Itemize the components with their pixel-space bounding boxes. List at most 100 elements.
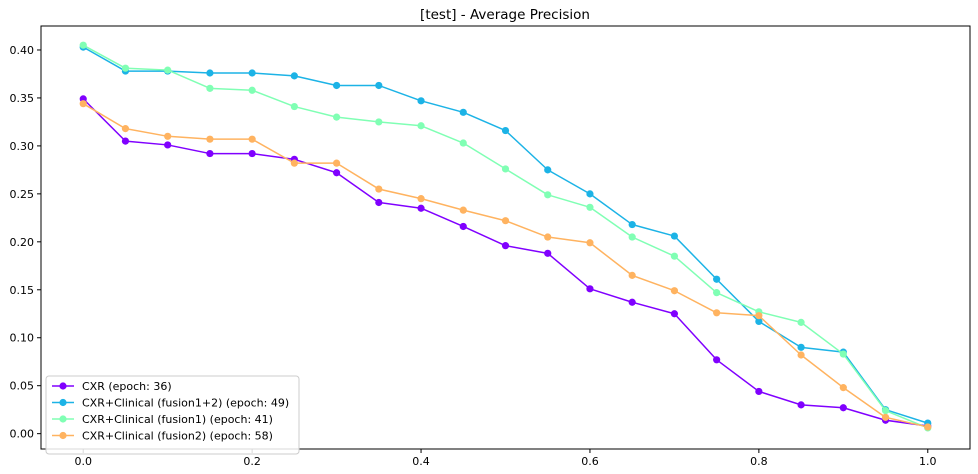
data-point-s1 [501, 242, 510, 250]
data-point-s1 [544, 249, 552, 257]
data-point-s1 [628, 298, 636, 306]
legend-marker-3 [59, 415, 67, 423]
data-point-s1 [797, 401, 805, 409]
x-tick-label: 1.0 [919, 455, 937, 468]
data-point-s2 [544, 166, 552, 174]
data-point-s3 [839, 350, 847, 358]
data-point-s1 [375, 198, 383, 207]
data-point-s2 [670, 232, 679, 240]
data-point-s3 [881, 407, 890, 415]
y-tick-label: 0.35 [10, 92, 35, 105]
data-point-s4 [670, 287, 679, 295]
data-point-s4 [544, 233, 552, 241]
data-point-s4 [755, 312, 763, 320]
data-point-s1 [332, 169, 341, 177]
data-point-s4 [417, 195, 425, 203]
data-point-s3 [375, 118, 383, 126]
y-tick-label: 0.25 [10, 188, 35, 201]
data-point-s3 [713, 289, 721, 297]
legend-label-2: CXR+Clinical (fusion1+2) (epoch: 49) [82, 397, 289, 410]
y-tick-label: 0.15 [10, 284, 35, 297]
data-point-s1 [164, 141, 172, 149]
legend-label-1: CXR (epoch: 36) [82, 380, 172, 393]
data-point-s4 [206, 135, 214, 143]
axes-frame [40, 25, 971, 450]
data-point-s3 [670, 252, 679, 260]
data-point-s2 [417, 97, 425, 105]
data-point-s1 [713, 356, 721, 364]
data-point-s2 [586, 190, 594, 198]
data-point-s3 [417, 122, 425, 130]
data-point-s1 [670, 310, 679, 318]
axes-layer: 0.0 0.2 0.4 0.6 0.8 1.0 0.00 0.05 0.10 0.15 0.20 0.… [10, 25, 971, 468]
legend-label-4: CXR+Clinical (fusion2) (epoch: 58) [82, 430, 273, 443]
data-point-s2 [290, 72, 298, 80]
chart-title: [test] - Average Precision [420, 7, 590, 23]
data-point-s3 [164, 66, 172, 74]
data-point-s4 [332, 159, 341, 167]
data-point-s1 [206, 149, 214, 158]
x-tick-label: 0.8 [750, 455, 768, 468]
data-point-s1 [586, 285, 594, 293]
data-point-s2 [501, 126, 510, 135]
data-point-s2 [248, 69, 256, 77]
data-point-s2 [713, 275, 721, 283]
x-tick-label: 0.4 [412, 455, 430, 468]
data-point-s3 [628, 233, 636, 241]
data-point-s1 [417, 204, 425, 212]
data-point-s4 [628, 271, 636, 279]
data-point-s1 [459, 222, 467, 231]
data-point-s2 [459, 108, 467, 116]
data-point-s3 [544, 191, 552, 199]
data-point-s3 [797, 318, 805, 326]
data-point-s3 [501, 165, 510, 173]
y-tick-label: 0.10 [10, 332, 35, 345]
legend-marker-2 [59, 398, 67, 407]
data-point-s4 [459, 206, 467, 214]
data-point-s2 [755, 317, 763, 326]
data-point-s2 [797, 343, 805, 351]
data-point-s4 [121, 125, 130, 133]
data-point-s2 [332, 81, 341, 90]
data-point-s4 [290, 159, 298, 167]
data-point-s3 [206, 84, 214, 92]
data-point-s4 [797, 351, 805, 359]
data-point-s3 [79, 41, 87, 49]
data-point-s3 [459, 139, 467, 147]
y-tick-label: 0.05 [10, 380, 35, 393]
data-point-s2 [206, 69, 214, 77]
data-point-s3 [290, 102, 298, 111]
legend-marker-4 [59, 431, 67, 440]
data-point-s4 [79, 100, 87, 108]
data-point-s4 [586, 239, 594, 247]
series-layer [79, 41, 932, 432]
data-point-s3 [332, 113, 341, 121]
data-point-s4 [924, 423, 932, 431]
data-point-s2 [628, 220, 636, 229]
y-tick-label: 0.40 [10, 44, 35, 57]
data-point-s3 [121, 64, 130, 72]
x-tick-label: 0.0 [74, 455, 92, 468]
data-point-s4 [248, 135, 256, 143]
x-tick-label: 0.6 [581, 455, 599, 468]
y-tick-label: 0.30 [10, 140, 35, 153]
data-point-s4 [375, 185, 383, 193]
data-point-s4 [839, 384, 847, 392]
data-point-s3 [248, 86, 256, 94]
data-point-s2 [375, 81, 383, 90]
legend-marker-1 [59, 382, 67, 390]
x-tick-label: 0.2 [243, 455, 261, 468]
data-point-s4 [501, 217, 510, 225]
legend-label-3: CXR+Clinical (fusion1) (epoch: 41) [82, 413, 273, 426]
legend-box [45, 375, 300, 455]
y-tick-label: 0.00 [10, 428, 35, 441]
data-point-s4 [164, 132, 172, 140]
data-point-s1 [755, 387, 763, 396]
data-point-s1 [248, 149, 256, 158]
data-point-s1 [839, 404, 847, 412]
legend: CXR (epoch: 36) CXR+Clinical (fusion1+2) … [45, 375, 300, 455]
data-point-s3 [586, 203, 594, 211]
y-tick-label: 0.20 [10, 236, 35, 249]
data-point-s4 [881, 413, 890, 421]
